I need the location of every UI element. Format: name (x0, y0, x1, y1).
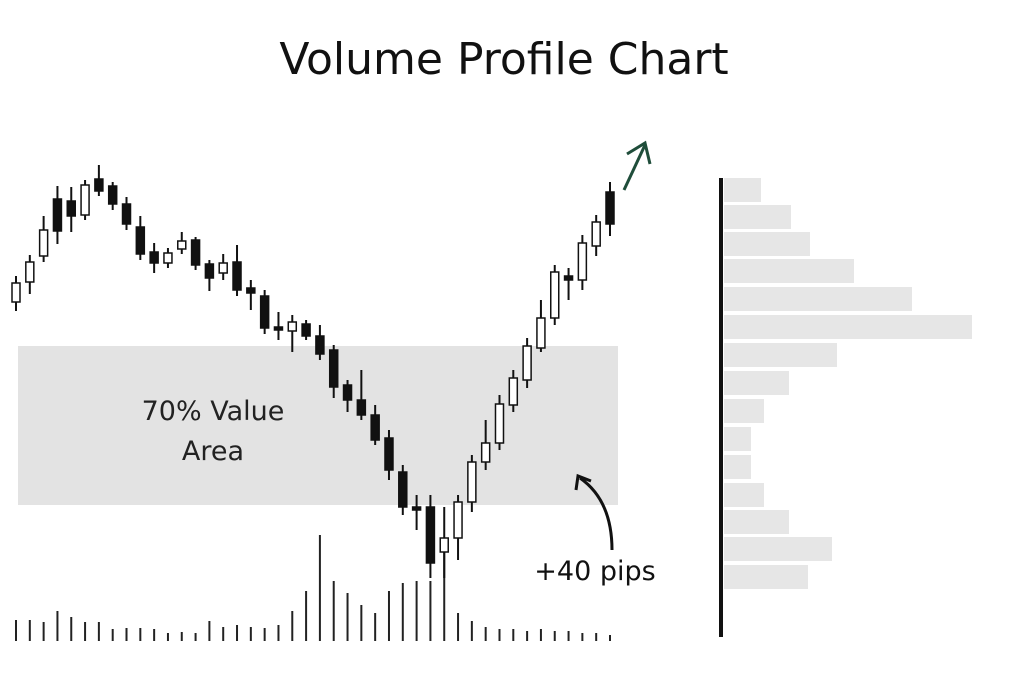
candle-body (453, 501, 463, 539)
candle-body (370, 414, 380, 441)
annotation-arrow-head (574, 473, 592, 491)
candle-body (259, 295, 270, 329)
candle-body (149, 251, 159, 264)
candle-body (204, 263, 215, 279)
candle-body (163, 252, 173, 264)
profile-bar (724, 371, 789, 395)
profile-bar (724, 343, 837, 367)
candle-body (11, 282, 21, 303)
candle-body (38, 229, 49, 257)
candle-body (480, 442, 491, 463)
candle-body (342, 384, 353, 401)
candle-body (328, 349, 339, 388)
candle-body (80, 184, 90, 216)
profile-bar (724, 315, 972, 339)
candle-body (577, 242, 588, 281)
candle-body (135, 226, 146, 255)
profile-layer (724, 178, 972, 589)
candle-body (508, 377, 519, 406)
candle-body (218, 262, 228, 274)
profile-bar (724, 510, 789, 534)
candle-body (384, 437, 394, 471)
candle-body (356, 399, 367, 416)
profile-bar (724, 205, 791, 229)
candle-body (467, 461, 477, 503)
candle-body (425, 506, 436, 564)
trend-arrow-head (626, 140, 652, 165)
candle-body (563, 275, 574, 281)
candle-body (232, 261, 242, 291)
value-area-label: 70% Value Area (141, 396, 285, 467)
candle-layer (11, 165, 615, 578)
volume-layer (15, 535, 611, 641)
candle-body (301, 323, 311, 337)
candle-body (190, 239, 201, 266)
profile-bar (724, 232, 810, 256)
candle-body (591, 221, 601, 247)
chart-title: Volume Profile Chart (279, 34, 728, 85)
profile-bar (724, 287, 912, 311)
annotation: +40 pips (534, 556, 655, 587)
profile-bar (724, 565, 808, 589)
candle-body (536, 317, 546, 349)
profile-bar (724, 259, 854, 283)
profile-bar (724, 178, 761, 202)
candle-body (411, 506, 422, 511)
value-area (18, 346, 618, 505)
candle-body (605, 191, 615, 225)
candle-body (494, 403, 505, 444)
value-area-layer (18, 346, 618, 505)
candle-body (315, 335, 325, 355)
trend-arrow (622, 144, 647, 191)
profile-bar (724, 537, 832, 561)
candle-body (273, 326, 284, 331)
candle-body (398, 471, 408, 508)
candle-body (94, 178, 104, 192)
candle-body (52, 198, 63, 232)
candle-body (66, 200, 77, 217)
candle-body (549, 271, 560, 319)
candle-body (177, 240, 187, 250)
candle-body (522, 345, 532, 381)
annotation-arrow (579, 476, 614, 551)
candle-body (439, 537, 449, 553)
candle-body (25, 261, 35, 283)
candle-body (107, 185, 118, 205)
profile-bar (724, 399, 764, 423)
profile-bar (724, 427, 751, 451)
profile-bar (724, 455, 751, 479)
profile-bar (724, 483, 764, 507)
candle-body (121, 203, 132, 225)
candle-body (287, 321, 298, 332)
candle-body (246, 287, 256, 294)
